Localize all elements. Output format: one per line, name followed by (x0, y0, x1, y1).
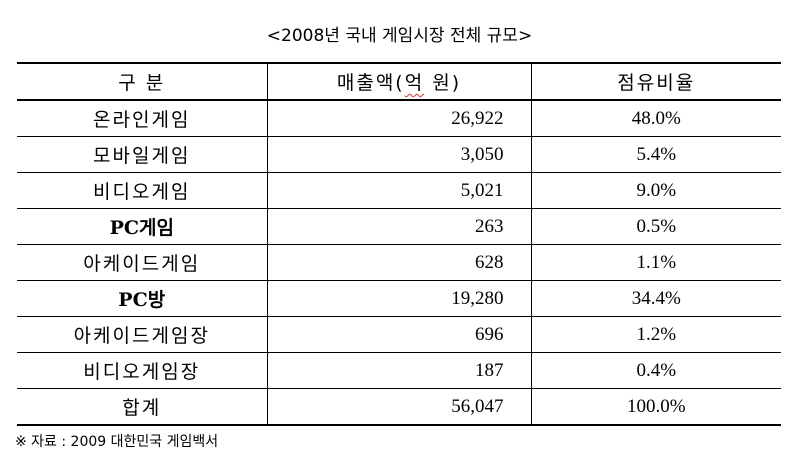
source-note: ※ 자료 : 2009 대한민국 게임백서 (15, 434, 219, 450)
game-market-table: 구 분 매출액(억 원) 점유비율 온라인게임 26,922 48.0% 모바일… (17, 62, 781, 426)
table-header: 구 분 매출액(억 원) 점유비율 (17, 62, 781, 101)
row-category: 비디오게임 (17, 172, 267, 209)
table-row: 비디오게임 5,021 9.0% (17, 172, 781, 209)
table-row: PC방 19,280 34.4% (17, 280, 781, 317)
row-share: 9.0% (530, 172, 781, 209)
row-share: 1.1% (530, 244, 781, 281)
header-sales-suffix: 원) (424, 72, 462, 94)
header-sales-unit: 억 (404, 72, 425, 94)
table-row: 모바일게임 3,050 5.4% (17, 136, 781, 173)
header-row: 구 분 매출액(억 원) 점유비율 (17, 62, 781, 101)
row-share: 34.4% (530, 280, 781, 317)
row-category: 온라인게임 (17, 100, 267, 137)
table-row: PC게임 263 0.5% (17, 208, 781, 245)
row-share: 5.4% (530, 136, 781, 173)
header-sales: 매출액(억 원) (266, 62, 531, 101)
row-category: PC게임 (17, 208, 267, 245)
row-share: 48.0% (530, 100, 781, 137)
header-sales-prefix: 매출액( (336, 72, 405, 94)
row-sales: 263 (266, 208, 531, 245)
row-category: 아케이드게임장 (17, 316, 267, 353)
table-row: 아케이드게임 628 1.1% (17, 244, 781, 281)
table-title: <2008년 국내 게임시장 전체 규모> (0, 22, 799, 47)
total-row: 합계 56,047 100.0% (17, 388, 781, 426)
row-sales: 5,021 (266, 172, 531, 209)
row-sales: 19,280 (266, 280, 531, 317)
row-share: 1.2% (530, 316, 781, 353)
table-row: 온라인게임 26,922 48.0% (17, 100, 781, 137)
table-row: 비디오게임장 187 0.4% (17, 352, 781, 389)
row-share: 0.4% (530, 352, 781, 389)
row-sales: 187 (266, 352, 531, 389)
table-row: 아케이드게임장 696 1.2% (17, 316, 781, 353)
table-body: 온라인게임 26,922 48.0% 모바일게임 3,050 5.4% 비디오게… (17, 100, 781, 426)
row-sales: 3,050 (266, 136, 531, 173)
row-sales: 628 (266, 244, 531, 281)
row-sales: 696 (266, 316, 531, 353)
header-share: 점유비율 (530, 62, 781, 101)
header-category: 구 분 (17, 62, 267, 101)
table-title-text: <2008년 국내 게임시장 전체 규모> (266, 26, 533, 46)
row-category: PC방 (17, 280, 267, 317)
total-category: 합계 (17, 388, 267, 426)
total-share: 100.0% (530, 388, 781, 426)
row-category: 모바일게임 (17, 136, 267, 173)
row-sales: 26,922 (266, 100, 531, 137)
total-sales: 56,047 (266, 388, 531, 426)
row-category: 비디오게임장 (17, 352, 267, 389)
row-share: 0.5% (530, 208, 781, 245)
row-category: 아케이드게임 (17, 244, 267, 281)
